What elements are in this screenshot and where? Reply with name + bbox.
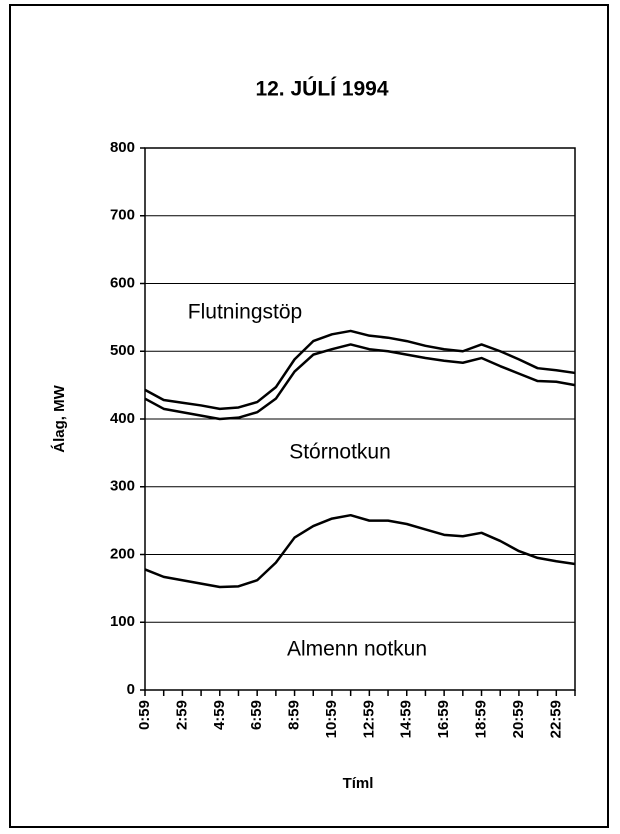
- y-tick-label: 800: [110, 139, 135, 156]
- y-tick-label: 0: [127, 681, 135, 698]
- y-tick-label: 200: [110, 545, 135, 562]
- x-tick-label: 20:59: [510, 700, 527, 738]
- x-tick-label: 4:59: [211, 700, 228, 730]
- y-tick-label: 500: [110, 342, 135, 359]
- frame: [9, 4, 609, 828]
- y-tick-label: 400: [110, 410, 135, 427]
- x-tick-label: 22:59: [547, 700, 564, 738]
- y-axis-label: Álag, MW: [51, 384, 68, 452]
- annotation: Almenn notkun: [287, 638, 427, 661]
- annotation: Flutningstöp: [188, 301, 302, 324]
- x-tick-label: 14:59: [398, 700, 415, 738]
- x-tick-label: 0:59: [136, 700, 153, 730]
- line: [144, 513, 576, 589]
- x-tick-label: 10:59: [323, 700, 340, 738]
- line: [144, 343, 576, 421]
- y-tick-label: 600: [110, 274, 135, 291]
- x-tick-label: 2:59: [173, 700, 190, 730]
- x-tick-label: 6:59: [248, 700, 265, 730]
- annotation: Stórnotkun: [289, 441, 391, 464]
- y-tick-label: 100: [110, 613, 135, 630]
- chart-title: 12. JÚLÍ 1994: [255, 77, 388, 101]
- y-tick-label: 300: [110, 478, 135, 495]
- x-tick-label: 16:59: [435, 700, 452, 738]
- x-tick-label: 18:59: [472, 700, 489, 738]
- line: [144, 329, 576, 411]
- x-axis-label: Tíml: [343, 775, 374, 792]
- x-tick-label: 12:59: [360, 700, 377, 738]
- plot-border: [144, 147, 576, 691]
- y-tick-label: 700: [110, 207, 135, 224]
- x-tick-label: 8:59: [286, 700, 303, 730]
